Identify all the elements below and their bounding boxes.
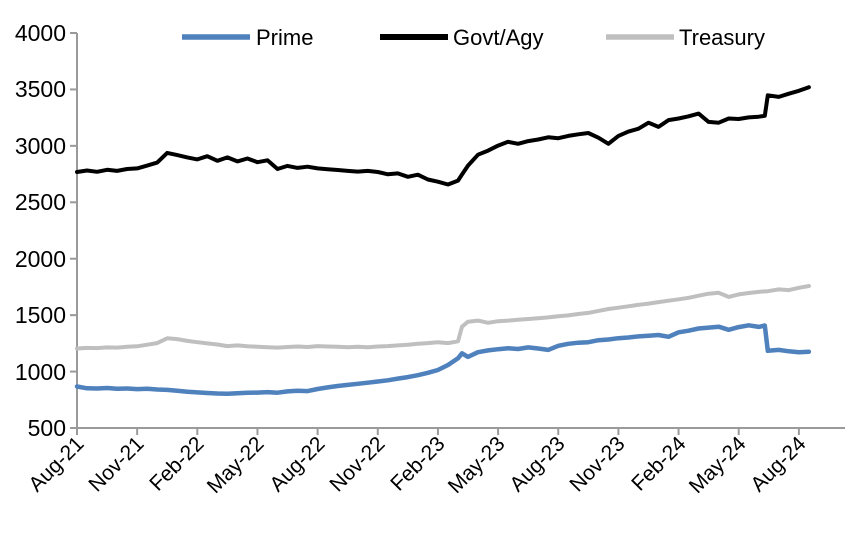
legend-label-govt-agy: Govt/Agy — [453, 25, 543, 50]
y-tick-label: 3500 — [15, 76, 66, 102]
series-line-prime — [74, 323, 812, 396]
y-axis-labels: 4000 3500 3000 2500 2000 1500 1000 500 — [15, 20, 66, 441]
y-tick-label: 2500 — [15, 189, 66, 215]
y-tick-label: 1500 — [15, 302, 66, 328]
x-tick-label: Aug-21 — [24, 432, 88, 496]
x-tick-label: Nov-23 — [565, 432, 629, 496]
x-tick-label: Aug-23 — [505, 432, 569, 496]
axes-layer — [70, 32, 845, 435]
x-tick-label: Feb-23 — [386, 432, 449, 495]
x-tick-label: Aug-24 — [746, 432, 810, 496]
x-tick-label: May-22 — [203, 432, 269, 498]
x-tick-label: May-23 — [444, 432, 510, 498]
y-tick-label: 3000 — [15, 133, 66, 159]
legend-label-prime: Prime — [256, 25, 313, 50]
legend: Prime Govt/Agy Treasury — [182, 25, 765, 50]
y-tick-label: 4000 — [15, 20, 66, 46]
x-tick-label: Feb-24 — [627, 432, 691, 496]
x-tick-label: Nov-21 — [84, 432, 148, 496]
x-tick-label: Aug-22 — [265, 432, 329, 496]
series-line-govt-agy — [75, 85, 811, 187]
y-tick-label: 1000 — [15, 359, 66, 385]
x-tick-label: Nov-22 — [325, 432, 389, 496]
x-axis-labels: Aug-21 Nov-21 Feb-22 May-22 Aug-22 Nov-2… — [24, 432, 810, 498]
x-tick-label: Feb-22 — [145, 432, 208, 495]
series-layer — [74, 85, 812, 396]
legend-label-treasury: Treasury — [679, 25, 765, 50]
x-tick-label: May-24 — [685, 432, 751, 498]
series-line-treasury — [75, 284, 811, 351]
y-tick-label: 2000 — [15, 246, 66, 272]
y-tick-label: 500 — [28, 415, 66, 441]
